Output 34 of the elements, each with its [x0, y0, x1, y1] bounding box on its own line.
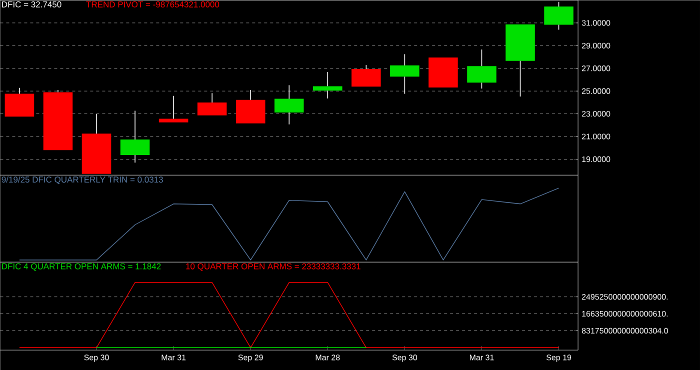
x-tick-label: Sep 19: [546, 354, 572, 362]
candlestick: [313, 72, 342, 99]
y-tick-label: 19.0000: [582, 156, 610, 162]
y-tick-label: 31.0000: [582, 20, 610, 26]
candlestick: [197, 92, 227, 116]
candlestick: [390, 54, 420, 94]
y-tick-label: 831750000000000304.0: [582, 328, 668, 334]
x-tick-label: Sep 30: [392, 354, 418, 362]
candlestick: [158, 95, 188, 122]
annotation: DFIC = 32.7450: [2, 1, 62, 8]
candlestick: [236, 90, 266, 124]
y-tick-label: 1663500000000000610.: [582, 310, 668, 317]
candlestick: [120, 110, 150, 164]
candlestick: [428, 57, 458, 88]
candlestick: [506, 24, 535, 97]
y-tick-label: 25.0000: [582, 88, 610, 94]
candlestick: [82, 114, 112, 174]
candlestick: [4, 87, 34, 117]
y-tick-label: 27.0000: [582, 65, 610, 72]
x-tick-label: Sep 30: [84, 354, 109, 362]
text: 9/19/25 DFIC QUARTERLY TRIN = 0.0313: [2, 176, 163, 184]
x-tick-label: Mar 28: [316, 354, 340, 360]
x-tick-label: Sep 29: [238, 354, 263, 362]
y-tick-label: 23.0000: [582, 110, 610, 117]
x-tick-label: Mar 31: [162, 354, 186, 360]
y-tick-label: 29.0000: [582, 42, 610, 48]
y-tick-label: 2495250000000000900.: [582, 294, 668, 300]
y-tick-label: 21.0000: [582, 134, 610, 140]
annotation: TREND PIVOT = -987654321.0000: [86, 1, 220, 8]
text: DFIC 4 QUARTER OPEN ARMS = 1.1842: [2, 263, 161, 271]
candlestick: [274, 84, 304, 125]
candlestick: [43, 90, 73, 150]
x-tick-label: Mar 31: [470, 354, 494, 360]
series-label: 10 QUARTER OPEN ARMS = 23333333.3331: [186, 263, 360, 271]
